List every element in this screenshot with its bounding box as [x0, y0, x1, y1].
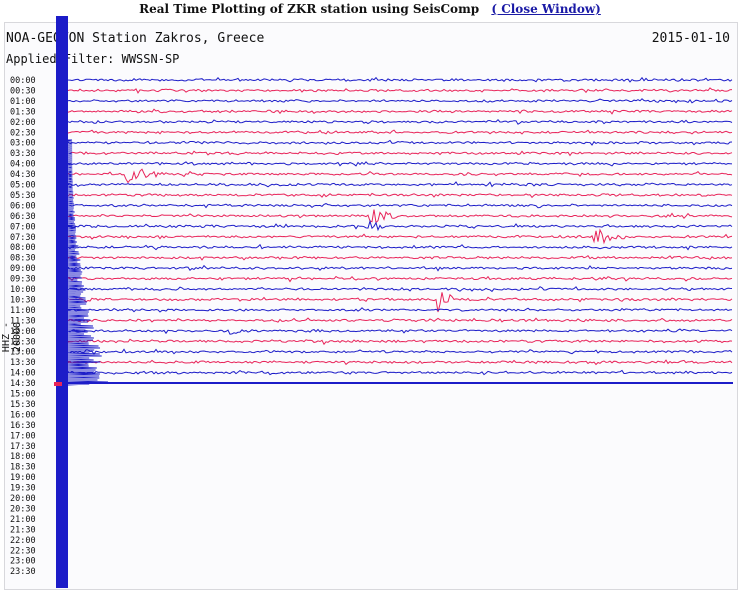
trace-row: [65, 209, 733, 224]
time-label: 03:30: [10, 149, 36, 159]
seismogram-plot: [4, 22, 738, 590]
time-label: 04:00: [10, 160, 36, 170]
time-label: 17:30: [10, 442, 36, 452]
trace-row: [65, 369, 733, 377]
time-label: 08:00: [10, 243, 36, 253]
time-label: 11:00: [10, 306, 36, 316]
time-label: 01:00: [10, 97, 36, 107]
time-label: 14:30: [10, 379, 36, 389]
time-label: 12:00: [10, 327, 36, 337]
time-label: 15:30: [10, 400, 36, 410]
trace-row: [65, 292, 733, 313]
close-window-link[interactable]: ( Close Window): [491, 2, 601, 16]
trace-row: [65, 76, 733, 83]
trace-row: [65, 87, 733, 94]
time-label: 09:00: [10, 264, 36, 274]
time-label: 07:00: [10, 222, 36, 232]
time-label: 11:30: [10, 316, 36, 326]
trace-marker: [54, 382, 62, 386]
trace-row: [65, 129, 733, 135]
time-label: 12:30: [10, 337, 36, 347]
time-label: 00:00: [10, 76, 36, 86]
time-label: 21:30: [10, 525, 36, 535]
trace-row: [65, 264, 733, 272]
time-label: 22:30: [10, 546, 36, 556]
trace-row: [65, 203, 733, 209]
time-label: 19:00: [10, 473, 36, 483]
time-label: 02:30: [10, 128, 36, 138]
trace-row: [65, 243, 733, 251]
time-label: 21:00: [10, 515, 36, 525]
time-label: 01:30: [10, 107, 36, 117]
time-label: 17:00: [10, 431, 36, 441]
time-label: 07:30: [10, 233, 36, 243]
time-label: 19:30: [10, 484, 36, 494]
trace-row: [65, 161, 733, 167]
time-label: 18:30: [10, 463, 36, 473]
time-label: 10:00: [10, 285, 36, 295]
time-label: 14:00: [10, 369, 36, 379]
time-label: 06:30: [10, 212, 36, 222]
time-label: 18:00: [10, 452, 36, 462]
time-label: 03:00: [10, 139, 36, 149]
trace-row: [65, 108, 733, 115]
time-label: 04:30: [10, 170, 36, 180]
trace-row: [65, 348, 733, 355]
trace-row: [65, 307, 733, 313]
window-title-bar: Real Time Plotting of ZKR station using …: [0, 0, 740, 20]
filter-label: Applied Filter: WWSSN-SP: [6, 52, 180, 66]
station-label: NOA-GEOTON Station Zakros, Greece: [6, 31, 265, 46]
time-label: 20:30: [10, 504, 36, 514]
time-label: 08:30: [10, 254, 36, 264]
clipped-amplitude-trace: [56, 16, 68, 588]
trace-row: [65, 139, 733, 146]
time-label: 05:00: [10, 181, 36, 191]
time-label: 09:30: [10, 275, 36, 285]
trace-row: [65, 118, 733, 125]
trace-row: [65, 328, 733, 335]
time-label: 00:30: [10, 86, 36, 96]
time-label: 15:00: [10, 390, 36, 400]
time-label: 02:00: [10, 118, 36, 128]
window-title: Real Time Plotting of ZKR station using …: [139, 2, 480, 16]
time-label: 22:00: [10, 536, 36, 546]
time-label: 13:30: [10, 358, 36, 368]
trace-row: [65, 359, 733, 366]
trace-row: [65, 338, 733, 346]
event-coda: [67, 139, 109, 386]
trace-row: [65, 98, 733, 104]
trace-row: [65, 150, 733, 157]
time-label: 16:30: [10, 421, 36, 431]
trace-row: [65, 228, 733, 245]
time-label: 06:00: [10, 201, 36, 211]
trace-row: [65, 219, 733, 232]
time-label: 16:00: [10, 410, 36, 420]
trace-row: [65, 275, 733, 283]
trace-row: [65, 286, 733, 293]
trace-row: [65, 317, 733, 323]
trace-row: [65, 255, 733, 261]
time-label: 13:00: [10, 348, 36, 358]
time-label: 23:00: [10, 557, 36, 567]
trace-row: [65, 168, 733, 184]
time-label: 20:00: [10, 494, 36, 504]
time-label: 05:30: [10, 191, 36, 201]
trace-row: [65, 192, 733, 199]
time-label: 23:30: [10, 567, 36, 577]
time-label: 10:30: [10, 295, 36, 305]
date-label: 2015-01-10: [651, 31, 730, 46]
trace-row: [65, 181, 733, 188]
